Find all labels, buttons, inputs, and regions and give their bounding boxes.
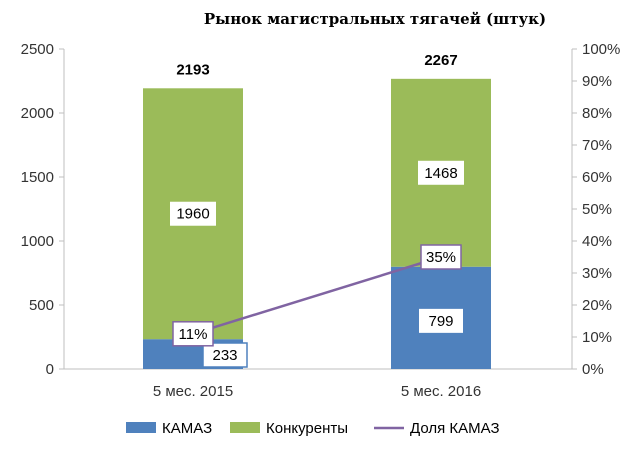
share-point-label-box xyxy=(172,321,214,347)
share-line-path xyxy=(192,255,442,335)
legend-swatch-competitors xyxy=(230,422,260,433)
competitors-value-label: 1468 xyxy=(424,165,457,182)
left-tick-label: 2500 xyxy=(21,41,54,58)
legend: КАМАЗ Конкуренты Доля КАМАЗ xyxy=(126,420,500,437)
left-tick-label: 0 xyxy=(46,361,54,378)
right-tick-label: 90% xyxy=(582,73,612,90)
right-tick-label: 50% xyxy=(582,201,612,218)
legend-label-competitors: Конкуренты xyxy=(266,420,348,437)
left-tick-label: 1500 xyxy=(21,169,54,186)
competitors-label-box xyxy=(418,160,464,185)
right-tick-label: 0% xyxy=(582,361,604,378)
competitors-value-label: 1960 xyxy=(176,206,209,223)
left-axis-ticks: 0 500 1000 1500 2000 2500 xyxy=(21,41,64,378)
competitors-label-box xyxy=(170,201,216,226)
kamaz-label-box xyxy=(419,308,463,333)
bar-total-label: 2193 xyxy=(176,61,209,78)
share-point-label: 35% xyxy=(426,249,456,266)
share-line: 11% 35% xyxy=(172,244,462,347)
kamaz-value-label: 799 xyxy=(428,313,453,330)
left-axis: 0 500 1000 1500 2000 2500 xyxy=(21,41,65,378)
right-tick-label: 100% xyxy=(582,41,620,58)
category-labels: 5 мес. 2015 5 мес. 2016 xyxy=(153,383,481,400)
share-point-label-box xyxy=(420,244,462,270)
right-axis: 0% 10% 20% 30% 40% 50% 60% 70% 80% 90% 100% xyxy=(571,41,620,378)
right-tick-label: 70% xyxy=(582,137,612,154)
category-label: 5 мес. 2016 xyxy=(401,383,481,400)
legend-swatch-kamaz xyxy=(126,422,156,433)
category-label: 5 мес. 2015 xyxy=(153,383,233,400)
right-tick-label: 40% xyxy=(582,233,612,250)
right-tick-label: 10% xyxy=(582,329,612,346)
right-tick-label: 20% xyxy=(582,297,612,314)
left-tick-label: 2000 xyxy=(21,105,54,122)
legend-label-share: Доля КАМАЗ xyxy=(410,420,500,437)
kamaz-label-box xyxy=(202,342,248,368)
chart-title: Рынок магистральных тягачей (штук) xyxy=(204,10,546,28)
right-tick-label: 60% xyxy=(582,169,612,186)
left-tick-label: 1000 xyxy=(21,233,54,250)
left-tick-label: 500 xyxy=(29,297,54,314)
right-tick-label: 80% xyxy=(582,105,612,122)
kamaz-value-label: 233 xyxy=(212,347,237,364)
right-axis-ticks: 0% 10% 20% 30% 40% 50% 60% 70% 80% 90% 100% xyxy=(572,41,620,378)
share-point-label: 11% xyxy=(179,326,208,343)
bar-total-label: 2267 xyxy=(424,52,457,69)
bars: 2193 1960 233 2267 1468 799 xyxy=(143,52,491,369)
right-tick-label: 30% xyxy=(582,265,612,282)
legend-label-kamaz: КАМАЗ xyxy=(162,420,212,437)
